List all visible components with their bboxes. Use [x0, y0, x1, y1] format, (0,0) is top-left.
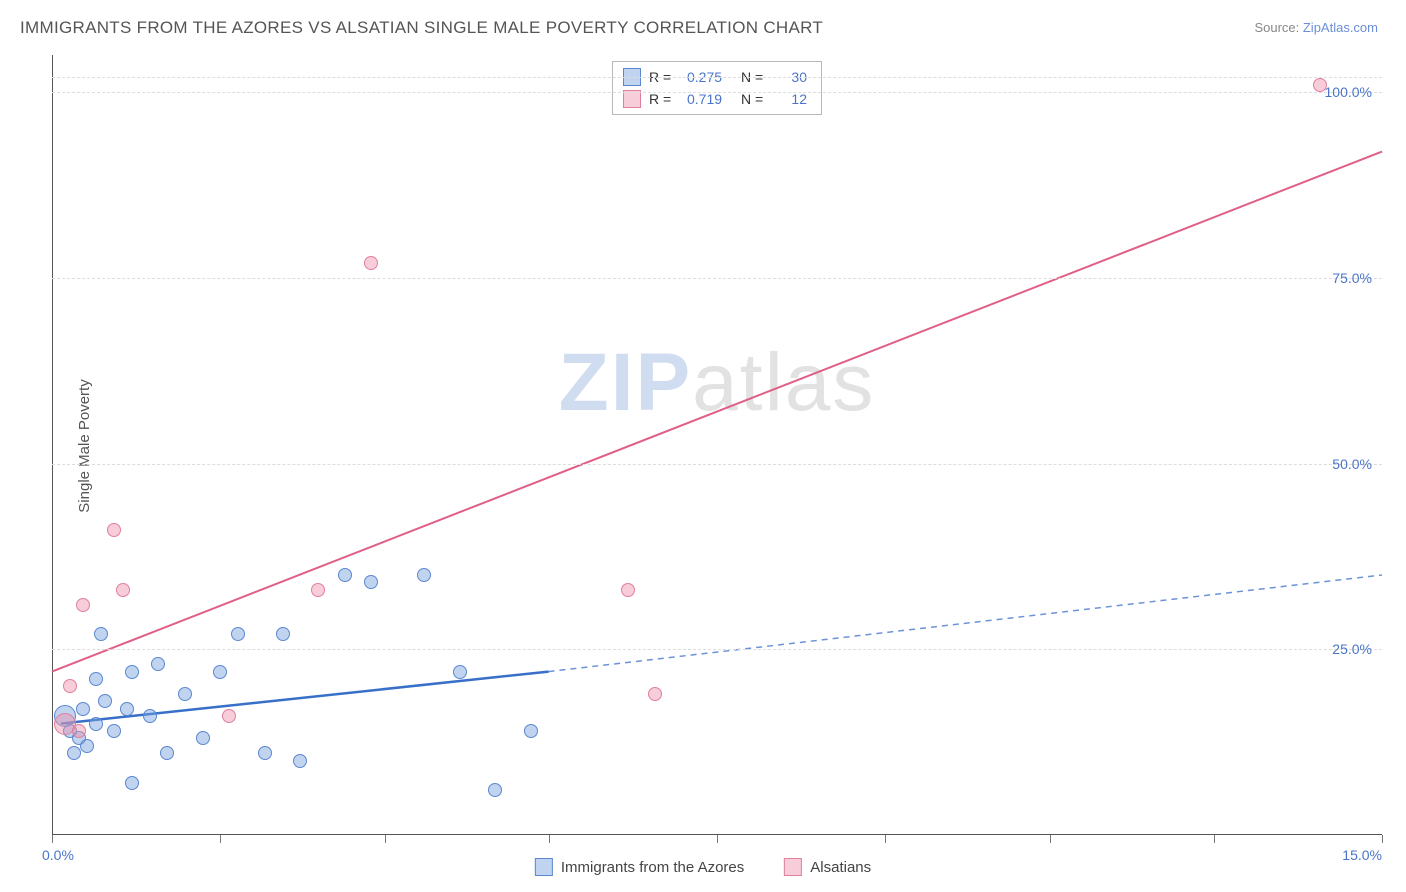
trend-line	[52, 152, 1382, 672]
x-tick-mark	[549, 835, 550, 843]
data-point	[231, 627, 245, 641]
data-point	[1313, 78, 1327, 92]
data-point	[311, 583, 325, 597]
chart-title: IMMIGRANTS FROM THE AZORES VS ALSATIAN S…	[20, 18, 823, 38]
trend-line	[61, 672, 549, 724]
data-point	[107, 724, 121, 738]
x-tick-mark	[717, 835, 718, 843]
data-point	[364, 575, 378, 589]
data-point	[621, 583, 635, 597]
grid-line	[52, 77, 1382, 78]
y-tick-label: 75.0%	[1332, 270, 1372, 286]
data-point	[89, 717, 103, 731]
data-point	[80, 739, 94, 753]
x-axis-min-label: 0.0%	[42, 847, 74, 863]
data-point	[151, 657, 165, 671]
trend-line	[549, 575, 1382, 672]
data-point	[276, 627, 290, 641]
x-tick-mark	[1050, 835, 1051, 843]
source-attribution: Source: ZipAtlas.com	[1254, 20, 1378, 35]
x-tick-mark	[1382, 835, 1383, 843]
data-point	[196, 731, 210, 745]
data-point	[98, 694, 112, 708]
data-point	[338, 568, 352, 582]
x-tick-mark	[1214, 835, 1215, 843]
source-prefix: Source:	[1254, 20, 1302, 35]
legend-label: Immigrants from the Azores	[561, 859, 744, 876]
x-tick-mark	[885, 835, 886, 843]
data-point	[67, 746, 81, 760]
data-point	[76, 702, 90, 716]
x-tick-mark	[220, 835, 221, 843]
data-point	[76, 598, 90, 612]
legend-item-pink: Alsatians	[784, 858, 871, 876]
series-legend: Immigrants from the Azores Alsatians	[535, 858, 871, 876]
grid-line	[52, 92, 1382, 93]
data-point	[648, 687, 662, 701]
data-point	[107, 523, 121, 537]
data-point	[213, 665, 227, 679]
data-point	[143, 709, 157, 723]
data-point	[120, 702, 134, 716]
data-point	[222, 709, 236, 723]
trend-lines-svg	[52, 55, 1382, 835]
x-tick-mark	[385, 835, 386, 843]
legend-label: Alsatians	[810, 859, 871, 876]
grid-line	[52, 464, 1382, 465]
data-point	[258, 746, 272, 760]
legend-item-blue: Immigrants from the Azores	[535, 858, 744, 876]
data-point	[125, 665, 139, 679]
data-point	[364, 256, 378, 270]
swatch-pink	[784, 858, 802, 876]
y-tick-label: 25.0%	[1332, 641, 1372, 657]
data-point	[63, 679, 77, 693]
data-point	[417, 568, 431, 582]
data-point	[488, 783, 502, 797]
swatch-blue	[535, 858, 553, 876]
grid-line	[52, 649, 1382, 650]
grid-line	[52, 278, 1382, 279]
data-point	[160, 746, 174, 760]
data-point	[524, 724, 538, 738]
x-tick-mark	[52, 835, 53, 843]
data-point	[125, 776, 139, 790]
data-point	[72, 724, 86, 738]
data-point	[453, 665, 467, 679]
data-point	[116, 583, 130, 597]
x-axis-max-label: 15.0%	[1342, 847, 1382, 863]
source-link[interactable]: ZipAtlas.com	[1303, 20, 1378, 35]
plot-area: ZIPatlas R = 0.275 N = 30 R = 0.719 N = …	[52, 55, 1382, 835]
data-point	[293, 754, 307, 768]
data-point	[178, 687, 192, 701]
y-tick-label: 100.0%	[1325, 84, 1372, 100]
data-point	[89, 672, 103, 686]
y-tick-label: 50.0%	[1332, 456, 1372, 472]
stats-legend: R = 0.275 N = 30 R = 0.719 N = 12	[612, 61, 822, 115]
data-point	[94, 627, 108, 641]
